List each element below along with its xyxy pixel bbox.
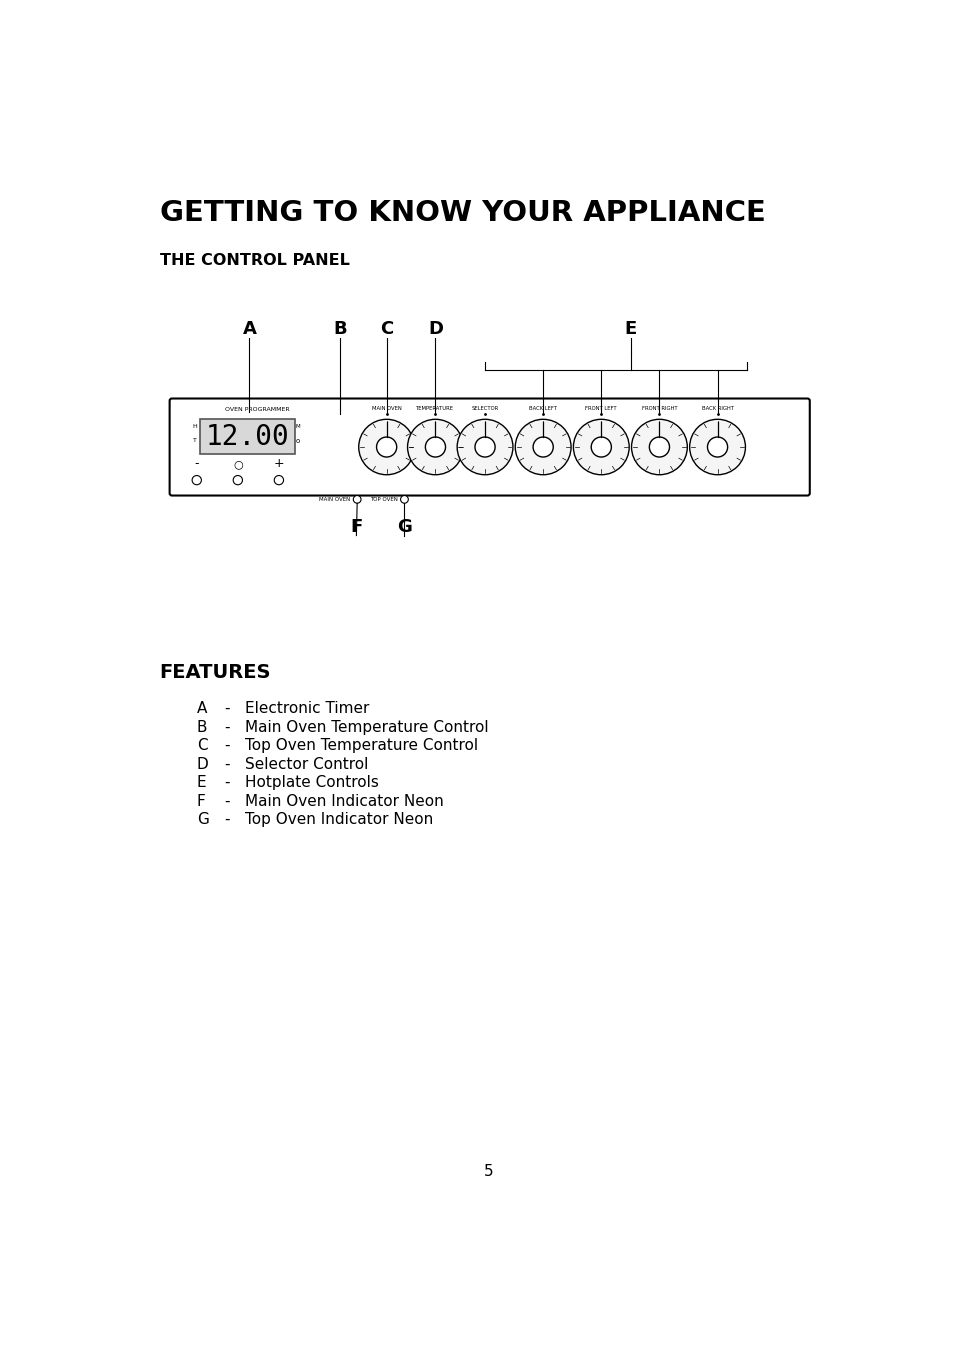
Circle shape [353,496,360,503]
Circle shape [376,436,396,457]
Circle shape [233,476,242,485]
Text: BACK LEFT: BACK LEFT [529,407,557,411]
Text: E: E [196,775,206,790]
Circle shape [649,436,669,457]
Text: 12.00: 12.00 [206,423,289,451]
Circle shape [707,436,727,457]
Circle shape [631,419,686,474]
Text: ○: ○ [233,459,242,469]
Text: G: G [396,517,412,535]
Text: D: D [196,757,209,771]
Circle shape [358,419,415,474]
Circle shape [274,476,283,485]
Text: Main Oven Temperature Control: Main Oven Temperature Control [245,720,488,735]
Text: THE CONTROL PANEL: THE CONTROL PANEL [159,253,349,267]
Text: -: - [224,757,229,771]
Text: F: F [196,793,205,808]
Text: Top Oven Temperature Control: Top Oven Temperature Control [245,738,477,753]
Text: -: - [224,720,229,735]
Circle shape [192,476,201,485]
Text: E: E [624,320,637,338]
Text: -: - [224,738,229,753]
Text: FEATURES: FEATURES [159,662,271,682]
Text: -: - [224,793,229,808]
Text: FRONT LEFT: FRONT LEFT [585,407,617,411]
Text: A: A [242,320,256,338]
Text: +: + [274,458,284,470]
Text: H: H [193,424,197,428]
Circle shape [407,419,463,474]
Circle shape [591,436,611,457]
Text: A: A [196,701,207,716]
Circle shape [475,436,495,457]
Circle shape [689,419,744,474]
Text: Hotplate Controls: Hotplate Controls [245,775,378,790]
Text: G: G [196,812,209,827]
Text: OVEN PROGRAMMER: OVEN PROGRAMMER [225,407,289,412]
Text: o: o [295,438,299,443]
Text: MAIN OVEN: MAIN OVEN [318,497,350,501]
Text: C: C [196,738,207,753]
Text: MAIN OVEN: MAIN OVEN [372,407,401,411]
FancyBboxPatch shape [170,399,809,496]
Text: TOP OVEN: TOP OVEN [369,497,397,501]
Text: -: - [224,812,229,827]
Text: Main Oven Indicator Neon: Main Oven Indicator Neon [245,793,443,808]
Text: F: F [350,517,362,535]
Text: SELECTOR: SELECTOR [471,407,498,411]
Bar [199,419,294,454]
Text: Electronic Timer: Electronic Timer [245,701,369,716]
Circle shape [456,419,513,474]
Circle shape [400,496,408,503]
Text: BACK RIGHT: BACK RIGHT [700,407,733,411]
Text: GETTING TO KNOW YOUR APPLIANCE: GETTING TO KNOW YOUR APPLIANCE [159,199,764,227]
Circle shape [533,436,553,457]
Text: D: D [428,320,442,338]
Text: Selector Control: Selector Control [245,757,368,771]
Text: FRONT RIGHT: FRONT RIGHT [641,407,677,411]
Circle shape [515,419,571,474]
Text: T: T [193,438,197,443]
Text: B: B [196,720,207,735]
Text: -: - [224,701,229,716]
Text: 5: 5 [483,1163,494,1178]
Text: -: - [224,775,229,790]
Text: B: B [333,320,347,338]
Text: TEMPERATURE: TEMPERATURE [416,407,454,411]
Text: -: - [194,458,199,470]
Text: M: M [294,424,299,428]
Circle shape [573,419,629,474]
Circle shape [425,436,445,457]
Text: C: C [379,320,393,338]
Text: Top Oven Indicator Neon: Top Oven Indicator Neon [245,812,433,827]
